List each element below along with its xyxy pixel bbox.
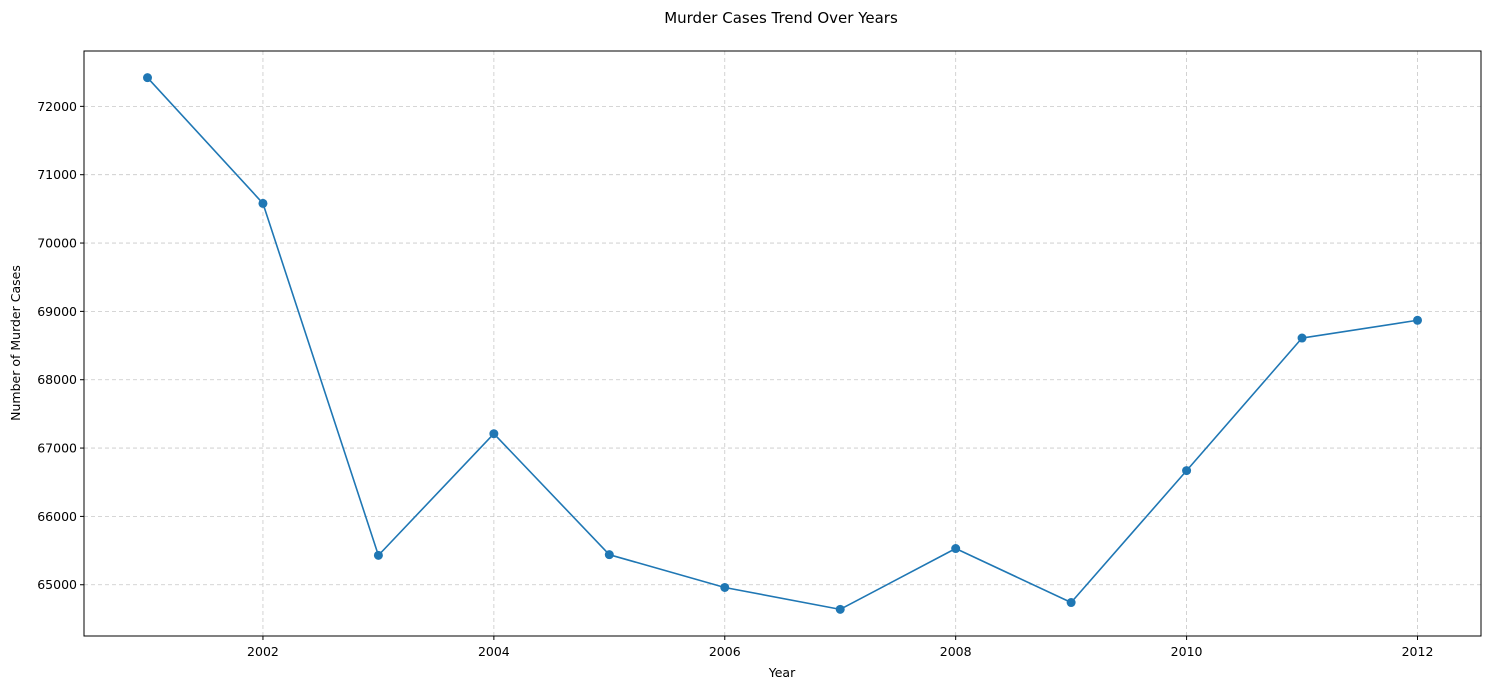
data-point bbox=[373, 550, 383, 560]
data-point bbox=[1182, 466, 1192, 476]
x-tick-label: 2006 bbox=[709, 644, 741, 659]
y-tick-label: 66000 bbox=[37, 509, 77, 524]
y-axis-label: Number of Murder Cases bbox=[8, 265, 23, 421]
data-point bbox=[951, 544, 961, 554]
chart-title: Murder Cases Trend Over Years bbox=[664, 9, 898, 27]
grid-lines bbox=[84, 51, 1481, 636]
data-point bbox=[1066, 598, 1076, 608]
y-axis-ticks: 65000 66000 67000 68000 69000 70000 71000 72000 bbox=[37, 99, 84, 592]
y-tick-label: 68000 bbox=[37, 372, 77, 387]
y-tick-label: 69000 bbox=[37, 304, 77, 319]
data-point bbox=[143, 73, 152, 83]
x-tick-label: 2010 bbox=[1171, 644, 1203, 659]
x-tick-label: 2008 bbox=[940, 644, 972, 659]
y-tick-label: 67000 bbox=[37, 441, 77, 456]
axes-frame bbox=[83, 50, 1482, 637]
y-tick-label: 72000 bbox=[37, 99, 77, 114]
data-point bbox=[258, 198, 268, 208]
data-point bbox=[489, 429, 499, 439]
y-tick-label: 70000 bbox=[37, 236, 77, 251]
x-tick-label: 2012 bbox=[1402, 644, 1434, 659]
y-tick-label: 71000 bbox=[37, 167, 77, 182]
data-point bbox=[720, 582, 730, 592]
data-point bbox=[835, 604, 845, 614]
x-axis-ticks: 2002 2004 2006 2008 2010 2012 bbox=[247, 636, 1433, 659]
data-point bbox=[1413, 315, 1422, 325]
x-axis-label: Year bbox=[768, 665, 796, 680]
series-line bbox=[146, 77, 1418, 611]
x-tick-label: 2004 bbox=[478, 644, 510, 659]
plot-area bbox=[143, 73, 1422, 614]
data-point bbox=[1297, 333, 1307, 343]
x-tick-label: 2002 bbox=[247, 644, 279, 659]
data-point bbox=[604, 550, 614, 560]
y-tick-label: 65000 bbox=[37, 577, 77, 592]
